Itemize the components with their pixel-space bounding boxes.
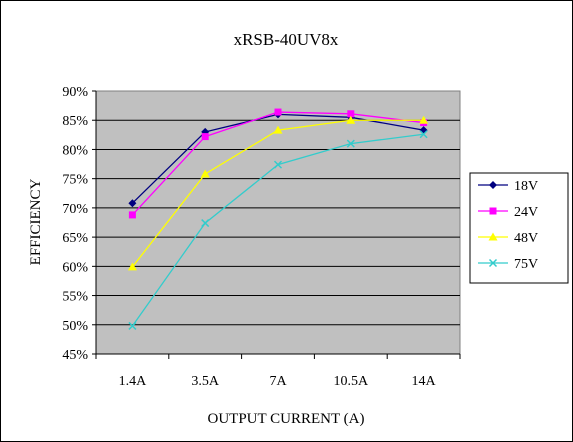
data-point: [201, 219, 210, 228]
legend-marker: [489, 207, 497, 215]
data-point: [127, 262, 137, 271]
x-tick-label: 14A: [412, 374, 437, 389]
x-tick-label: 10.5A: [333, 374, 369, 389]
data-point: [128, 211, 136, 219]
x-tick-label: 7A: [269, 374, 287, 389]
legend-entry: 48V: [478, 231, 538, 246]
data-point: [128, 199, 137, 208]
y-tick-label: 45%: [62, 348, 88, 363]
legend-label: 75V: [514, 257, 538, 272]
legend-label: 18V: [514, 179, 538, 194]
x-axis-label: OUTPUT CURRENT (A): [208, 411, 365, 427]
y-tick-label: 55%: [62, 290, 88, 305]
legend-marker: [489, 181, 497, 189]
chart-title: xRSB-40UV8x: [234, 30, 339, 49]
y-tick-label: 60%: [62, 260, 88, 275]
data-point: [347, 110, 355, 118]
legend-marker: [488, 232, 498, 241]
legend-marker: [488, 258, 498, 268]
legend-entry: 75V: [478, 257, 538, 272]
y-tick-label: 50%: [62, 319, 88, 334]
x-tick-label: 1.4A: [119, 374, 148, 389]
y-tick-label: 90%: [62, 85, 88, 100]
data-point: [346, 139, 355, 148]
x-tick-label: 3.5A: [191, 374, 220, 389]
data-point: [273, 125, 283, 134]
y-tick-label: 65%: [62, 231, 88, 246]
data-point: [346, 115, 356, 124]
legend-label: 48V: [514, 231, 538, 246]
legend-entry: 18V: [478, 179, 538, 194]
series-75V: [128, 130, 428, 330]
legend-label: 24V: [514, 205, 538, 220]
data-point: [128, 321, 137, 330]
y-tick-label: 80%: [62, 143, 88, 158]
legend-entry: 24V: [478, 205, 538, 220]
y-tick-label: 75%: [62, 173, 88, 188]
plot-area: [95, 90, 461, 355]
data-point: [273, 160, 283, 169]
data-point: [200, 169, 210, 178]
y-tick-label: 70%: [62, 202, 88, 217]
legend-box: [469, 172, 569, 284]
data-point: [201, 133, 209, 141]
series-48V: [127, 115, 429, 271]
data-point: [419, 130, 428, 139]
data-point: [274, 108, 282, 116]
y-axis-label: EFFICIENCY: [28, 179, 44, 266]
data-point: [419, 115, 429, 124]
y-tick-label: 85%: [62, 114, 88, 129]
